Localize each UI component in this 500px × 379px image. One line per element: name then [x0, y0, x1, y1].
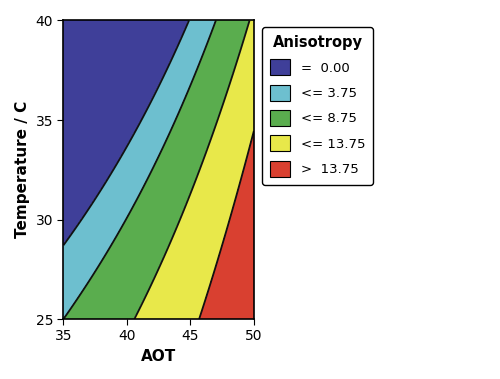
X-axis label: AOT: AOT — [141, 349, 176, 364]
Y-axis label: Temperature / C: Temperature / C — [15, 101, 30, 238]
Legend: =  0.00, <= 3.75, <= 8.75, <= 13.75, >  13.75: = 0.00, <= 3.75, <= 8.75, <= 13.75, > 13… — [262, 27, 373, 185]
